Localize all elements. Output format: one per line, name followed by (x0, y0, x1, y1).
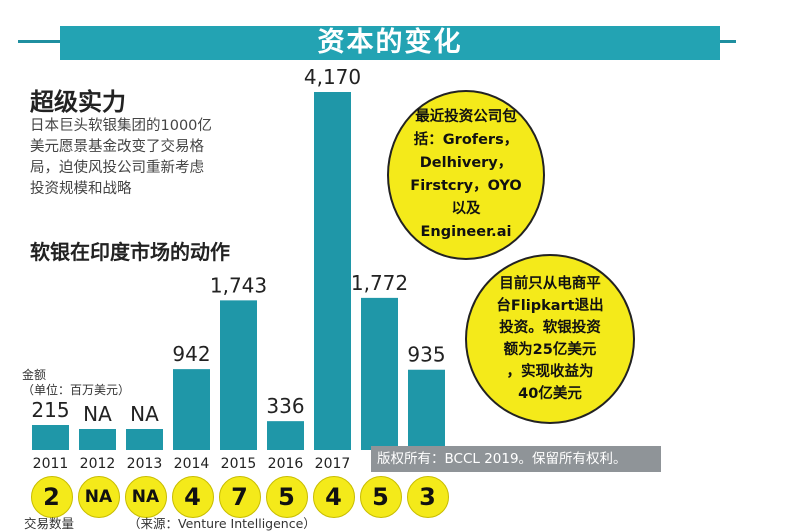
bar-2015 (220, 300, 257, 450)
callout-recent-investments: 最近投资公司包 括：Grofers， Delhivery， Firstcry，O… (387, 90, 545, 260)
bar-2018 (361, 297, 398, 450)
source-note: （来源：Venture Intelligence） (128, 516, 316, 531)
bar-value-label: 942 (172, 342, 210, 366)
callout-line: 台Flipkart退出 (496, 298, 604, 314)
chart-title: 软银在印度市场的动作 (30, 240, 230, 264)
description-line: 美元愿景基金改变了交易格 (30, 139, 204, 155)
bar-value-label: 4,170 (304, 65, 361, 89)
callout-line: Firstcry，OYO (410, 178, 522, 194)
description-line: 日本巨头软银集团的1000亿 (30, 118, 212, 134)
bar-2017 (314, 92, 351, 450)
year-label: 2015 (220, 456, 257, 472)
year-label: 2011 (32, 456, 69, 472)
year-label: 2014 (173, 456, 210, 472)
deal-count-circle: NA (77, 476, 120, 518)
bar-2014 (173, 369, 210, 450)
callout-line: 目前只从电商平 (499, 276, 601, 292)
headline: 超级实力 (30, 88, 126, 116)
banner-title: 资本的变化 (60, 26, 720, 60)
bar-value-label: NA (83, 402, 112, 426)
unit-label: 金额 (22, 368, 47, 382)
bar-2019 (408, 369, 445, 450)
deal-count-circle: 4 (312, 476, 355, 518)
unit-sublabel: （单位：百万美元） (22, 383, 131, 397)
callout-line: 最近投资公司包 (415, 109, 517, 125)
description: 日本巨头软银集团的1000亿 美元愿景基金改变了交易格 局，迫使风投公司重新考虑… (30, 116, 260, 200)
callout-flipkart-exit: 目前只从电商平 台Flipkart退出 投资。软银投资 额为25亿美元 ，实现收… (465, 254, 635, 424)
bar-value-label: 1,772 (351, 271, 408, 295)
callout-line: 括：Grofers， (413, 132, 519, 148)
deal-count-circle: NA (124, 476, 167, 518)
callout-line: 额为25亿美元 (503, 342, 597, 358)
deal-count-circle: 5 (265, 476, 308, 518)
deal-count-circle: 5 (359, 476, 402, 518)
callout-line: Delhivery， (419, 155, 513, 171)
year-label: 2017 (314, 456, 351, 472)
callout-line: 40亿美元 (518, 386, 582, 402)
year-label: 2013 (126, 456, 163, 472)
bar-value-label: 1,743 (210, 273, 267, 297)
bar-2012 (79, 429, 116, 450)
deal-count-label: 交易数量 (24, 516, 75, 531)
bar-value-label: 215 (31, 398, 69, 422)
bar-2011 (32, 425, 69, 450)
callout-line: 以及 (451, 201, 481, 217)
callout-line: Engineer.ai (420, 224, 512, 240)
description-line: 局，迫使风投公司重新考虑 (30, 160, 204, 176)
bar-2016 (267, 421, 304, 450)
deal-count-circle: 3 (406, 476, 449, 518)
bar-value-label: NA (130, 402, 159, 426)
deal-count-circle: 4 (171, 476, 214, 518)
year-label: 2016 (267, 456, 304, 472)
year-label: 2012 (79, 456, 116, 472)
callout-line: 投资。软银投资 (499, 320, 601, 336)
callout-line: ，实现收益为 (506, 364, 594, 380)
deal-count-circle: 7 (218, 476, 261, 518)
description-line: 投资规模和战略 (30, 181, 132, 197)
bar-2013 (126, 429, 163, 450)
bar-value-label: 336 (266, 394, 304, 418)
copyright-notice: 版权所有：BCCL 2019。保留所有权利。 (371, 446, 661, 472)
deal-count-circle: 2 (30, 476, 73, 518)
bar-value-label: 935 (407, 343, 445, 367)
